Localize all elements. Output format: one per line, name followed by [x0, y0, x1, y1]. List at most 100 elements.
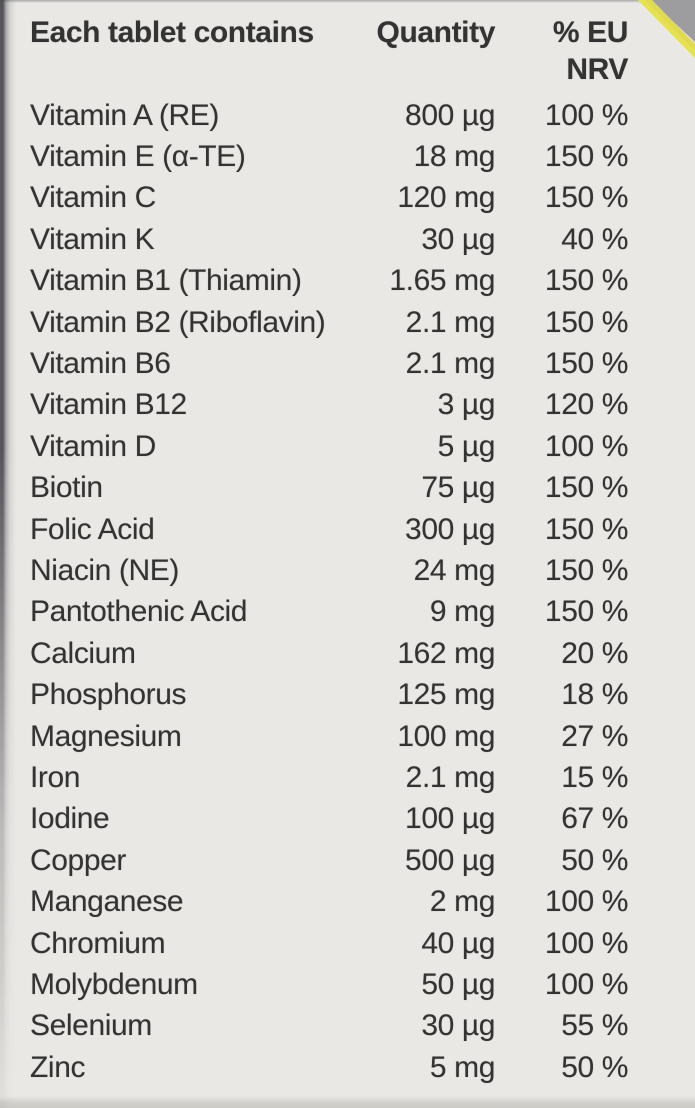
ingredient-name: Copper: [30, 843, 126, 877]
ingredient-name: Niacin (NE): [30, 553, 179, 587]
ingredient-nrv: 100 %: [544, 429, 628, 463]
package-corner-decoration: [638, 0, 695, 58]
ingredient-nrv: 150 %: [544, 305, 628, 339]
table-row: Molybdenum 50 µg 100 %: [0, 964, 695, 1005]
table-row: Vitamin C 120 mg 150 %: [0, 178, 695, 219]
ingredient-name: Folic Acid: [30, 512, 155, 546]
ingredient-name: Iodine: [30, 802, 110, 836]
ingredient-name: Manganese: [30, 885, 184, 919]
ingredient-nrv: 120 %: [544, 388, 628, 422]
ingredient-name: Vitamin C: [30, 181, 156, 215]
ingredient-quantity: 30 µg: [421, 222, 495, 256]
ingredient-quantity: 5 µg: [437, 429, 496, 463]
package-bottom-edge: [0, 1096, 695, 1108]
table-row: Vitamin B2 (Riboflavin) 2.1 mg 150 %: [0, 302, 695, 343]
ingredient-quantity: 3 µg: [437, 388, 496, 422]
table-row: Magnesium 100 mg 27 %: [0, 716, 695, 757]
ingredient-name: Molybdenum: [30, 967, 198, 1001]
header-quantity: Quantity: [376, 16, 496, 49]
ingredient-nrv: 50 %: [561, 843, 628, 877]
ingredient-nrv: 100 %: [544, 926, 628, 960]
ingredient-name: Vitamin B2 (Riboflavin): [30, 305, 326, 339]
ingredient-nrv: 150 %: [544, 553, 628, 587]
ingredient-quantity: 75 µg: [421, 471, 495, 505]
ingredient-nrv: 150 %: [544, 264, 628, 298]
ingredient-quantity: 40 µg: [421, 926, 495, 960]
package-left-edge: [0, 0, 16, 1108]
table-row: Calcium 162 mg 20 %: [0, 633, 695, 674]
table-row: Copper 500 µg 50 %: [0, 840, 695, 881]
ingredient-nrv: 67 %: [561, 802, 628, 836]
ingredient-name: Pantothenic Acid: [30, 595, 248, 629]
ingredient-quantity: 50 µg: [421, 967, 495, 1001]
ingredient-quantity: 2.1 mg: [405, 760, 496, 794]
package-top-edge: [0, 0, 695, 3]
table-row: Pantothenic Acid 9 mg 150 %: [0, 592, 695, 633]
ingredient-quantity: 500 µg: [405, 843, 495, 877]
table-row: Vitamin E (α-TE) 18 mg 150 %: [0, 136, 695, 177]
ingredient-nrv: 15 %: [561, 760, 628, 794]
ingredient-nrv: 50 %: [561, 1050, 628, 1084]
ingredient-quantity: 2 mg: [429, 885, 496, 919]
table-row: Selenium 30 µg 55 %: [0, 1006, 695, 1047]
ingredient-quantity: 30 µg: [421, 1009, 495, 1043]
ingredient-nrv: 150 %: [544, 347, 628, 381]
table-row: Vitamin B6 2.1 mg 150 %: [0, 343, 695, 384]
ingredient-nrv: 18 %: [561, 678, 628, 712]
ingredient-quantity: 2.1 mg: [405, 347, 496, 381]
table-row: Vitamin D 5 µg 100 %: [0, 426, 695, 467]
ingredient-nrv: 150 %: [544, 471, 628, 505]
ingredient-quantity: 120 mg: [397, 181, 495, 215]
ingredient-quantity: 24 mg: [413, 553, 496, 587]
ingredient-name: Zinc: [30, 1050, 86, 1084]
ingredient-name: Vitamin B1 (Thiamin): [30, 264, 302, 298]
ingredient-quantity: 800 µg: [405, 98, 495, 132]
ingredient-nrv: 40 %: [561, 222, 628, 256]
ingredient-name: Vitamin A (RE): [30, 98, 219, 132]
ingredient-nrv: 100 %: [544, 98, 628, 132]
table-row: Vitamin B1 (Thiamin) 1.65 mg 150 %: [0, 261, 695, 302]
ingredient-quantity: 100 µg: [405, 802, 495, 836]
ingredient-name: Chromium: [30, 926, 166, 960]
table-row: Zinc 5 mg 50 %: [0, 1047, 695, 1088]
table-row: Niacin (NE) 24 mg 150 %: [0, 550, 695, 591]
corner-yellow-stripe-shade: [645, 0, 695, 51]
ingredient-nrv: 150 %: [544, 512, 628, 546]
ingredient-name: Vitamin K: [30, 222, 155, 256]
corner-yellow-stripe: [638, 0, 695, 58]
ingredient-quantity: 125 mg: [397, 678, 495, 712]
table-row: Vitamin B12 3 µg 120 %: [0, 385, 695, 426]
header-nrv-line1: % EU: [552, 16, 628, 49]
table-row: Biotin 75 µg 150 %: [0, 468, 695, 509]
table-row: Manganese 2 mg 100 %: [0, 881, 695, 922]
ingredient-quantity: 2.1 mg: [405, 305, 496, 339]
ingredient-quantity: 162 mg: [397, 636, 495, 670]
ingredient-nrv: 150 %: [544, 181, 628, 215]
ingredient-name: Biotin: [30, 471, 103, 505]
header-nrv-line2: NRV: [566, 53, 628, 86]
ingredient-name: Selenium: [30, 1009, 152, 1043]
ingredient-name: Phosphorus: [30, 678, 187, 712]
ingredient-nrv: 27 %: [561, 719, 628, 753]
ingredient-quantity: 18 mg: [413, 140, 496, 174]
ingredient-quantity: 300 µg: [405, 512, 495, 546]
ingredient-quantity: 1.65 mg: [389, 264, 495, 298]
ingredient-nrv: 150 %: [544, 595, 628, 629]
ingredient-quantity: 100 mg: [397, 719, 495, 753]
table-row: Vitamin A (RE) 800 µg 100 %: [0, 95, 695, 136]
table-header: Each tablet contains Quantity % EU NRV: [0, 12, 695, 86]
ingredient-name: Vitamin E (α-TE): [30, 140, 246, 174]
table-row: Vitamin K 30 µg 40 %: [0, 219, 695, 260]
header-ingredient: Each tablet contains: [30, 16, 314, 49]
table-row: Folic Acid 300 µg 150 %: [0, 509, 695, 550]
ingredient-nrv: 20 %: [561, 636, 628, 670]
table-row: Phosphorus 125 mg 18 %: [0, 674, 695, 715]
ingredient-quantity: 5 mg: [429, 1050, 496, 1084]
ingredient-nrv: 55 %: [561, 1009, 628, 1043]
nutrition-rows: Vitamin A (RE) 800 µg 100 % Vitamin E (α-TE…: [0, 95, 695, 1088]
ingredient-nrv: 150 %: [544, 140, 628, 174]
ingredient-quantity: 9 mg: [429, 595, 496, 629]
ingredient-name: Iron: [30, 760, 81, 794]
ingredient-nrv: 100 %: [544, 885, 628, 919]
